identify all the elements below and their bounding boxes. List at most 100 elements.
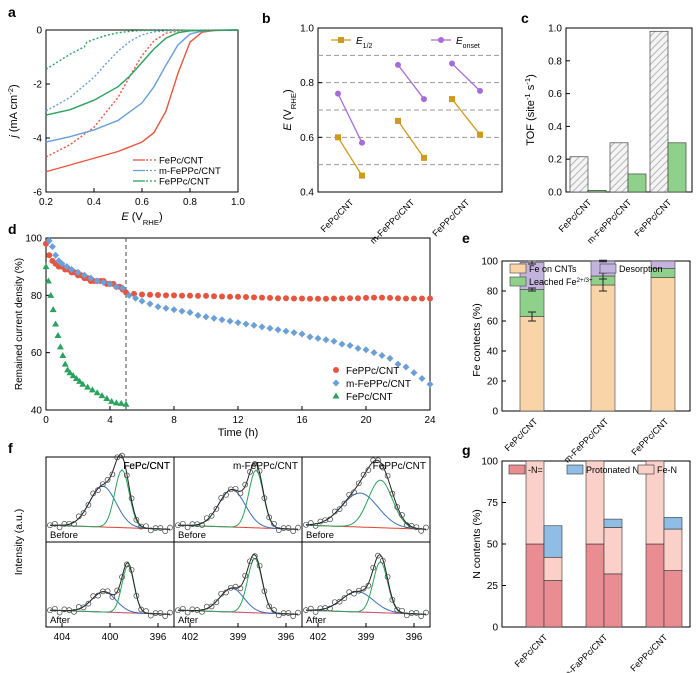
panel-a-xtick-label: 1.0 bbox=[231, 197, 245, 208]
panel-f-data-point bbox=[71, 521, 77, 527]
panel-d-point bbox=[242, 320, 250, 328]
panel-e-ytick-label: 60 bbox=[487, 317, 499, 328]
panel-a-ylabel-part: -2 bbox=[6, 88, 15, 95]
panel-d-point bbox=[125, 291, 133, 299]
panel-d-point bbox=[363, 294, 369, 301]
panel-d-point bbox=[235, 293, 241, 300]
panel-f-data-point bbox=[237, 585, 244, 592]
panel-g-legend-swatch bbox=[637, 464, 655, 475]
panel-f-data-point bbox=[307, 520, 314, 526]
panel-d-point bbox=[179, 292, 185, 299]
panel-b-legend-half-part: E bbox=[356, 36, 363, 47]
panel-b-legend-marker bbox=[438, 37, 444, 43]
panel-d-point bbox=[132, 294, 140, 302]
panel-f-data-point bbox=[162, 613, 169, 619]
panel-d-point bbox=[76, 377, 84, 384]
panel-f-data-point bbox=[223, 589, 229, 596]
panel-c-bar-initial bbox=[569, 156, 589, 193]
panel-g-bar-segment bbox=[543, 525, 563, 558]
panel-d-legend-marker bbox=[333, 367, 339, 373]
panel-a-xlabel-part: (V bbox=[129, 211, 144, 223]
panel-d-point bbox=[59, 352, 67, 359]
panel-d-point bbox=[69, 372, 77, 379]
panel-f-component-green bbox=[177, 469, 299, 530]
panel-d-point bbox=[291, 295, 297, 302]
panel-e-ytick-label: 80 bbox=[487, 287, 499, 298]
panel-g-ytick-label: 100 bbox=[481, 457, 498, 468]
panel-g-bar-segment bbox=[585, 543, 605, 628]
panel-f-data-point bbox=[256, 467, 263, 474]
panel-f-data-point bbox=[147, 612, 154, 619]
panel-b-point bbox=[421, 96, 427, 103]
panel-f-data-point bbox=[256, 562, 263, 569]
panel-c-bar-after bbox=[627, 173, 647, 193]
panel-f-data-point bbox=[104, 588, 111, 595]
panel-d-point bbox=[170, 306, 178, 314]
panel-g-ytick-label: 50 bbox=[487, 540, 499, 551]
panel-d-point bbox=[112, 399, 120, 406]
panel-d-point bbox=[203, 292, 209, 299]
panel-f-data-point bbox=[208, 603, 215, 610]
panel-e-bar-segment bbox=[590, 284, 616, 412]
panel-d-point bbox=[171, 292, 177, 299]
panel-f-data-point bbox=[184, 609, 191, 616]
panel-d-point bbox=[339, 295, 345, 302]
panel-f-component-blue bbox=[50, 485, 171, 530]
panel-f-data-point bbox=[237, 490, 244, 497]
panel-e-legend-leached-part: 2+/3+ bbox=[577, 277, 593, 284]
panel-e-category-label: m-FePPc/CNT bbox=[562, 416, 611, 465]
panel-e-bar-segment bbox=[519, 316, 545, 412]
panel-b-ytick-label: 0.8 bbox=[300, 78, 314, 89]
panel-c-ylabel: TOF (site-1 s-1) bbox=[523, 74, 538, 146]
panel-d-point bbox=[46, 252, 53, 259]
panel-d-point bbox=[282, 327, 290, 335]
panel-a-xtick-label: 0.4 bbox=[87, 197, 101, 208]
panel-b-ytick-label: 1.0 bbox=[300, 24, 314, 35]
panel-g-bar-segment bbox=[603, 518, 623, 528]
panel-d-point bbox=[251, 294, 257, 301]
panel-g-ylabel: N contents (%) bbox=[471, 509, 483, 578]
panel-c-bar-initial bbox=[649, 30, 669, 193]
panel-d-point bbox=[117, 399, 125, 406]
panel-label-d: d bbox=[8, 221, 17, 237]
panel-d-point bbox=[187, 292, 193, 299]
panel-d-point bbox=[371, 294, 377, 301]
panel-c-ytick-label: 0.4 bbox=[548, 122, 562, 133]
panel-f-data-point bbox=[327, 516, 333, 523]
panel-a-ytick-label: -6 bbox=[33, 188, 42, 199]
panel-f-data-point bbox=[336, 506, 343, 512]
panel-a-xtick-label: 0.6 bbox=[135, 197, 149, 208]
panel-b-point bbox=[449, 96, 455, 103]
panel-d-point bbox=[194, 311, 202, 319]
panel-d-point bbox=[315, 295, 321, 302]
panel-f-data-point bbox=[423, 609, 429, 616]
panel-a-legend-label: FePc/CNT bbox=[159, 156, 204, 167]
panel-f-data-point bbox=[317, 605, 324, 612]
panel-b-point bbox=[395, 117, 401, 124]
panel-d-point bbox=[419, 295, 425, 302]
panel-d-point bbox=[410, 369, 418, 377]
panel-d-point bbox=[108, 397, 116, 404]
panel-d-point bbox=[426, 380, 434, 388]
panel-d-point bbox=[258, 323, 266, 331]
panel-f-data-point bbox=[399, 512, 405, 518]
panel-f-envelope bbox=[50, 453, 171, 530]
panel-c-ylabel-part: s bbox=[525, 84, 537, 93]
panel-b-ylabel-part: ) bbox=[282, 89, 294, 93]
panel-d-point bbox=[211, 293, 217, 300]
panel-f-data-point bbox=[365, 467, 372, 473]
panel-f-column-title: FePc/CNT bbox=[123, 461, 170, 472]
panel-f-data-point bbox=[247, 558, 253, 565]
panel-f-data-point bbox=[251, 553, 258, 559]
panel-f-data-point bbox=[271, 607, 277, 613]
panel-d-xtick-label: 20 bbox=[360, 415, 372, 426]
panel-d-point bbox=[283, 295, 289, 302]
panel-f-data-point bbox=[218, 495, 225, 501]
panel-g-bar-segment bbox=[525, 460, 545, 545]
panel-b-legend-marker bbox=[338, 37, 344, 43]
panel-d-xtick-label: 16 bbox=[296, 415, 308, 426]
panel-f-row-label: After bbox=[178, 615, 198, 626]
panel-f-data-point bbox=[303, 521, 309, 528]
panel-d-point bbox=[403, 295, 409, 302]
